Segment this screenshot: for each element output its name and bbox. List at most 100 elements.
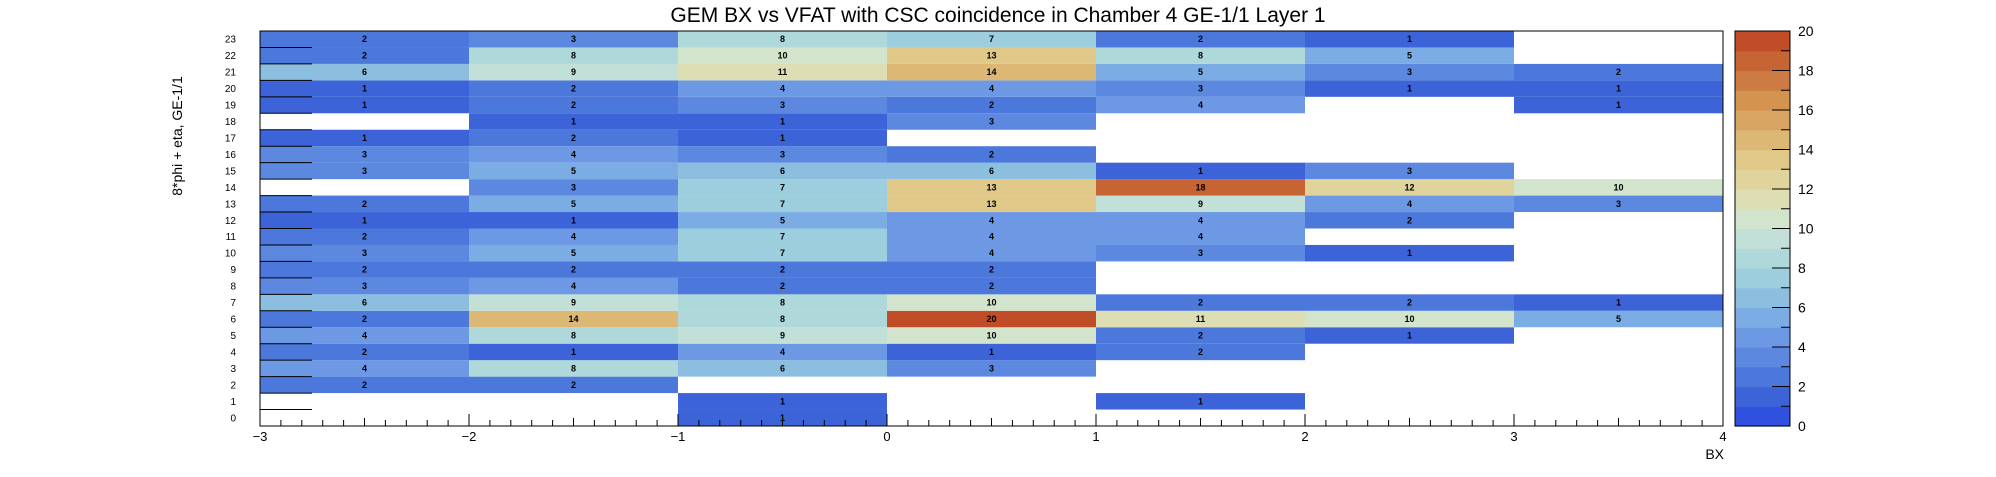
cell-value-label: 8 <box>571 330 576 340</box>
cell-value-label: 2 <box>362 34 367 44</box>
palette-tick-label: 10 <box>1798 221 1814 237</box>
heatmap-cell-rect <box>887 31 1096 48</box>
cell-value-label: 2 <box>362 51 367 61</box>
heatmap-cell: 3 <box>678 146 887 163</box>
heatmap-cell-rect <box>1305 31 1514 48</box>
cell-value-label: 2 <box>989 149 994 159</box>
heatmap-cell: 5 <box>678 212 887 229</box>
x-tick-label: 3 <box>1510 429 1517 444</box>
heatmap-cell: 7 <box>678 179 887 196</box>
heatmap-cell: 10 <box>678 47 887 64</box>
heatmap-cell-rect <box>678 179 887 196</box>
cell-value-label: 10 <box>1613 182 1623 192</box>
cell-value-label: 4 <box>362 363 367 373</box>
cell-value-label: 9 <box>571 298 576 308</box>
heatmap-cell: 1 <box>260 212 469 229</box>
cell-value-label: 3 <box>571 34 576 44</box>
palette-swatch <box>1735 129 1790 151</box>
y-tick-label: 9 <box>230 265 236 276</box>
heatmap-cell: 3 <box>469 31 678 48</box>
heatmap-cell: 1 <box>469 113 678 130</box>
y-tick-label: 6 <box>230 315 236 326</box>
heatmap-cell-rect <box>1096 80 1305 97</box>
heatmap-cell-rect <box>678 146 887 163</box>
heatmap-cell-rect <box>1096 96 1305 114</box>
heatmap-cell-rect <box>469 343 678 361</box>
heatmap-cell-rect <box>469 195 678 213</box>
heatmap-cell: 3 <box>260 146 469 163</box>
cell-value-label: 11 <box>1196 314 1206 324</box>
cell-value-label: 2 <box>571 380 576 390</box>
heatmap-cell-rect <box>1305 310 1514 328</box>
heatmap-cell-rect <box>678 47 887 64</box>
cell-value-label: 4 <box>989 248 994 258</box>
cell-value-label: 2 <box>362 232 367 242</box>
heatmap-cell: 3 <box>1096 80 1305 97</box>
y-tick-label: 17 <box>225 133 237 144</box>
heatmap-cell: 1 <box>260 129 469 147</box>
heatmap-cell: 10 <box>887 327 1096 344</box>
y-tick-label: 8 <box>230 282 236 293</box>
palette-swatch <box>1735 287 1790 309</box>
cell-value-label: 10 <box>777 51 787 61</box>
heatmap-cell-rect <box>1096 212 1305 229</box>
heatmap-cell: 4 <box>1096 228 1305 245</box>
heatmap-cell-rect <box>1514 63 1723 81</box>
cell-value-label: 14 <box>986 67 996 77</box>
heatmap-cell: 7 <box>887 31 1096 48</box>
heatmap-cell: 4 <box>1096 212 1305 229</box>
cell-value-label: 4 <box>780 347 785 357</box>
y-tick-label: 20 <box>225 84 237 95</box>
cell-value-label: 2 <box>362 314 367 324</box>
y-tick-label: 10 <box>225 249 237 260</box>
heatmap-cell: 1 <box>678 409 887 426</box>
palette-swatch <box>1735 268 1790 289</box>
cell-value-label: 4 <box>989 215 994 225</box>
heatmap-cell: 3 <box>1096 244 1305 262</box>
palette-swatch <box>1735 50 1790 72</box>
cell-value-label: 7 <box>780 232 785 242</box>
heatmap-cell: 1 <box>260 96 469 114</box>
cell-value-label: 3 <box>780 100 785 110</box>
heatmap-cell-rect <box>260 294 469 311</box>
cell-value-label: 14 <box>568 314 578 324</box>
y-tick-label: 4 <box>230 347 236 358</box>
heatmap-cell: 2 <box>260 261 469 278</box>
cell-value-label: 1 <box>1198 396 1203 406</box>
heatmap-cell-rect <box>887 212 1096 229</box>
heatmap-cell-rect <box>260 212 469 229</box>
y-tick-label: 5 <box>230 331 236 342</box>
heatmap-cell: 9 <box>678 327 887 344</box>
cell-value-label: 2 <box>1198 298 1203 308</box>
cell-value-label: 2 <box>780 265 785 275</box>
heatmap-cell-rect <box>260 228 469 245</box>
heatmap-cell-rect <box>887 294 1096 311</box>
cell-value-label: 2 <box>1198 34 1203 44</box>
heatmap-cell: 9 <box>469 294 678 311</box>
heatmap-cell-rect <box>887 343 1096 361</box>
heatmap-cell: 2 <box>260 47 469 64</box>
cell-value-label: 3 <box>1407 166 1412 176</box>
heatmap-cell: 2 <box>1096 31 1305 48</box>
heatmap-cell-rect <box>1096 228 1305 245</box>
heatmap-cell: 6 <box>260 63 469 81</box>
heatmap-cell: 13 <box>887 47 1096 64</box>
heatmap-cell-rect <box>1305 80 1514 97</box>
y-tick-label: 13 <box>225 199 237 210</box>
y-tick-label: 12 <box>225 216 237 227</box>
heatmap-cell-rect <box>469 244 678 262</box>
cell-value-label: 3 <box>1198 84 1203 94</box>
cell-value-label: 2 <box>989 281 994 291</box>
heatmap-cell: 3 <box>260 277 469 295</box>
heatmap-cell-rect <box>887 113 1096 130</box>
heatmap-cell-rect <box>469 113 678 130</box>
heatmap-cell: 7 <box>678 244 887 262</box>
heatmap-cell-rect <box>260 277 469 295</box>
palette-swatch <box>1735 366 1790 388</box>
palette-swatch <box>1735 248 1790 269</box>
heatmap-cell-rect <box>1514 294 1723 311</box>
cell-value-label: 8 <box>780 298 785 308</box>
y-tick-label: 2 <box>230 380 236 391</box>
heatmap-cell: 2 <box>260 376 469 394</box>
cell-value-label: 5 <box>780 215 785 225</box>
